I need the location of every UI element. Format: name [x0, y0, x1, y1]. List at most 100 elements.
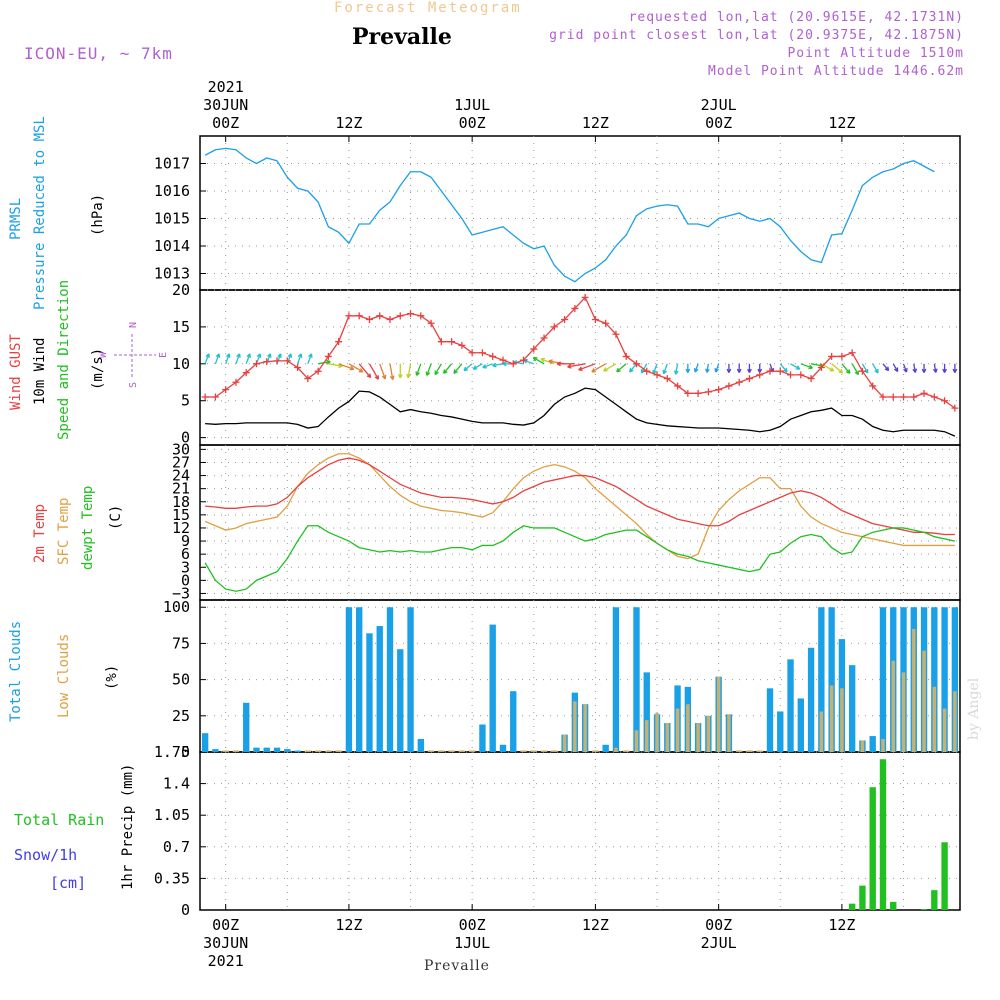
wind-arrow-head [736, 368, 742, 373]
bottom-time-label: 1JUL [454, 934, 490, 952]
low-clouds-bar [942, 708, 947, 752]
requested-coords: requested lon,lat (20.9615E, 42.1731N) [628, 10, 964, 25]
total-clouds-bar [633, 607, 640, 752]
gust-series-marker [838, 352, 846, 360]
wind-arrow [882, 363, 890, 371]
gust-series-marker [550, 323, 558, 331]
total-clouds-bar [612, 607, 620, 752]
compass-n: N [128, 322, 139, 328]
total-clouds-bar [879, 607, 887, 752]
wind-arrow-head [453, 369, 458, 374]
wind-arrow-head [903, 368, 908, 373]
gust-series-marker [448, 338, 456, 346]
wind-arrow [800, 363, 813, 369]
low-clouds-bar [727, 714, 731, 752]
rain-bar [920, 909, 928, 910]
wind-arrow-head [256, 353, 262, 358]
wind-arrow [640, 363, 648, 374]
wind-arrow-head [389, 375, 395, 380]
pressure-series [204, 147, 935, 283]
gust-series-marker [725, 382, 733, 390]
wind-arrow-head [693, 368, 699, 373]
bottom-time-label: 00Z [212, 916, 239, 934]
wind-arrow-head [492, 362, 497, 368]
footer-station: Prevalle [424, 958, 490, 974]
wind-arrow-head [932, 368, 938, 373]
clouds-ytick-label: 50 [172, 671, 190, 689]
gust-series-marker [242, 369, 250, 377]
wind-arrow [328, 363, 343, 367]
wind-arrow [204, 353, 210, 365]
gust-series-marker [345, 312, 353, 320]
temperature-ytick-label: 3 [181, 558, 190, 576]
temperature-ytick-label: 0 [181, 571, 190, 589]
total-clouds-bar [376, 626, 383, 752]
point-altitude: Point Altitude 1510m [787, 46, 964, 61]
total-clouds-bar [643, 672, 650, 752]
rain-bar [879, 759, 887, 910]
wind-arrow [307, 353, 313, 365]
wind-arrow-head [482, 364, 487, 369]
wind-arrow [235, 353, 241, 365]
top-time-label: 1JUL [454, 96, 490, 114]
gust-series-marker [910, 393, 918, 401]
total-clouds-bar [253, 747, 260, 752]
gust-series-marker [817, 364, 825, 371]
total-rain-label: Total Rain [14, 811, 105, 829]
gust-series-marker [201, 393, 209, 401]
temperature-ytick-label: 27 [172, 453, 190, 471]
temperature-ytick-label: −3 [172, 584, 190, 602]
wind-arrow [415, 363, 422, 376]
gust-series-marker [797, 371, 805, 379]
gust-series-marker [653, 371, 661, 379]
low-clouds-bar [686, 704, 690, 752]
clouds-ytick-label: 25 [172, 707, 190, 725]
low-clouds-bar [932, 686, 937, 752]
pressure-ytick-label: 1017 [154, 155, 190, 173]
wind-arrow-head [397, 374, 403, 379]
wind-arrow [379, 363, 386, 380]
top-time-label: 12Z [335, 114, 362, 132]
gust-series-marker [540, 334, 548, 342]
low-clouds-bar [912, 628, 916, 752]
wind-arrow-head [921, 368, 927, 373]
wind-arrow [245, 353, 251, 365]
wind-arrow [831, 363, 843, 374]
temperature-ytick-label: 12 [172, 519, 190, 537]
gust-series-marker [396, 312, 404, 320]
precip-ytick-label: 0.7 [163, 838, 190, 856]
wind-arrow-head [884, 366, 890, 372]
wind-ytick-label: 15 [172, 318, 190, 336]
wind-arrow-head [225, 353, 231, 358]
total-clouds-bar [366, 633, 373, 752]
gust-series-marker [458, 341, 466, 349]
wind-arrow [512, 361, 524, 365]
low-clouds-bar [645, 720, 649, 752]
wind-arrow-head [662, 369, 668, 375]
wind-arrow [492, 363, 504, 367]
wind-ytick-label: 5 [181, 392, 190, 410]
clouds-ytick-label: 100 [163, 598, 190, 616]
gust-series-marker [581, 293, 589, 301]
gust-series-marker [407, 310, 415, 318]
wind-arrow [591, 363, 607, 373]
bottom-time-label: 12Z [828, 916, 855, 934]
temperature-ytick-label: 15 [172, 506, 190, 524]
compass-lines [114, 333, 156, 377]
top-time-label: 2JUL [701, 96, 737, 114]
total-clouds-bar [417, 738, 424, 752]
wind-arrow [872, 363, 879, 374]
low-clouds-bar [655, 712, 659, 752]
pressure-ytick-label: 1016 [154, 182, 190, 200]
low-clouds-bar [706, 715, 711, 752]
low-clouds-bar [634, 730, 639, 752]
low-clouds-bar [922, 650, 926, 752]
wind-arrow-head [374, 375, 380, 380]
precip-ytick-label: 0 [181, 901, 190, 919]
clouds-ytick-label: 75 [172, 634, 190, 652]
wind-arrow-head [297, 353, 303, 358]
wind-ytick-label: 10 [172, 355, 190, 373]
low-clouds-bar [881, 738, 885, 752]
wind-arrow-head [277, 353, 282, 358]
